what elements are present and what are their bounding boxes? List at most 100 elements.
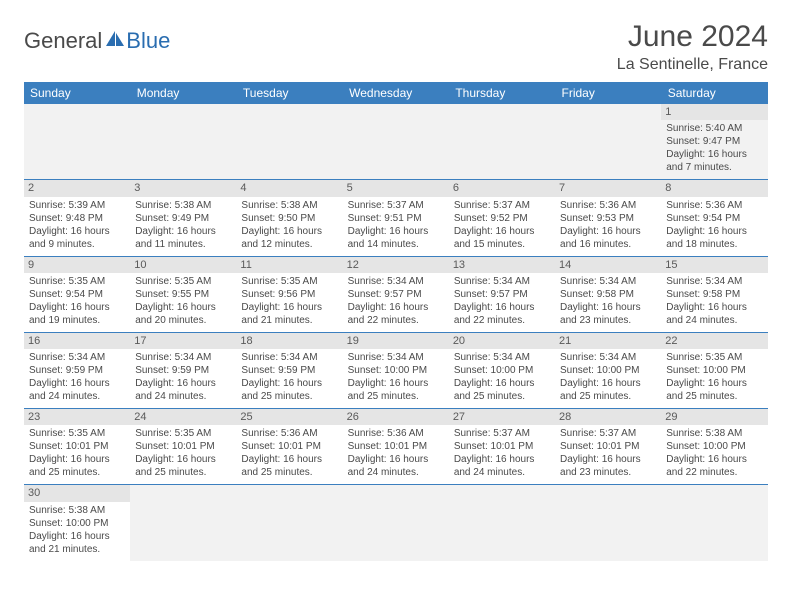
day-number: 20 <box>449 333 555 349</box>
sunset-line: Sunset: 10:01 PM <box>29 440 125 453</box>
calendar-cell: 20Sunrise: 5:34 AMSunset: 10:00 PMDaylig… <box>449 332 555 408</box>
day-number: 17 <box>130 333 236 349</box>
header-row: Sunday Monday Tuesday Wednesday Thursday… <box>24 82 768 104</box>
calendar-cell: 26Sunrise: 5:36 AMSunset: 10:01 PMDaylig… <box>343 409 449 485</box>
daylight-line: Daylight: 16 hours and 25 minutes. <box>135 453 231 479</box>
sunrise-line: Sunrise: 5:34 AM <box>348 351 444 364</box>
calendar-row: ......1Sunrise: 5:40 AMSunset: 9:47 PMDa… <box>24 104 768 180</box>
daylight-line: Daylight: 16 hours and 15 minutes. <box>454 225 550 251</box>
sunset-line: Sunset: 9:54 PM <box>29 288 125 301</box>
day-number: 4 <box>236 180 342 196</box>
daylight-line: Daylight: 16 hours and 25 minutes. <box>29 453 125 479</box>
calendar-cell: 3Sunrise: 5:38 AMSunset: 9:49 PMDaylight… <box>130 180 236 256</box>
calendar-row: 16Sunrise: 5:34 AMSunset: 9:59 PMDayligh… <box>24 332 768 408</box>
calendar-cell: 25Sunrise: 5:36 AMSunset: 10:01 PMDaylig… <box>236 409 342 485</box>
daylight-line: Daylight: 16 hours and 18 minutes. <box>666 225 762 251</box>
day-number: 5 <box>343 180 449 196</box>
sunset-line: Sunset: 9:59 PM <box>29 364 125 377</box>
daylight-line: Daylight: 16 hours and 22 minutes. <box>666 453 762 479</box>
day-number: 30 <box>24 485 130 501</box>
sunset-line: Sunset: 10:01 PM <box>348 440 444 453</box>
calendar-cell: 29Sunrise: 5:38 AMSunset: 10:00 PMDaylig… <box>661 409 767 485</box>
daylight-line: Daylight: 16 hours and 21 minutes. <box>29 530 125 556</box>
day-number: 27 <box>449 409 555 425</box>
calendar-cell: 4Sunrise: 5:38 AMSunset: 9:50 PMDaylight… <box>236 180 342 256</box>
daylight-line: Daylight: 16 hours and 21 minutes. <box>241 301 337 327</box>
calendar-cell: 27Sunrise: 5:37 AMSunset: 10:01 PMDaylig… <box>449 409 555 485</box>
sunset-line: Sunset: 9:56 PM <box>241 288 337 301</box>
day-number: 12 <box>343 257 449 273</box>
sunset-line: Sunset: 10:00 PM <box>454 364 550 377</box>
day-number: 19 <box>343 333 449 349</box>
calendar-cell: 30 Sunrise: 5:38 AMSunset: 10:00 PMDaylig… <box>24 485 130 561</box>
day-number: 13 <box>449 257 555 273</box>
daylight-line: Daylight: 16 hours and 25 minutes. <box>560 377 656 403</box>
calendar-cell: 2Sunrise: 5:39 AMSunset: 9:48 PMDaylight… <box>24 180 130 256</box>
sunrise-line: Sunrise: 5:40 AM <box>666 122 762 135</box>
sunrise-line: Sunrise: 5:35 AM <box>135 427 231 440</box>
header: General Blue June 2024 La Sentinelle, Fr… <box>24 20 768 74</box>
day-number: 3 <box>130 180 236 196</box>
calendar-cell: 21Sunrise: 5:34 AMSunset: 10:00 PMDaylig… <box>555 332 661 408</box>
calendar-cell: . <box>236 104 342 180</box>
sunset-line: Sunset: 9:51 PM <box>348 212 444 225</box>
logo-text-general: General <box>24 28 102 54</box>
daylight-line: Daylight: 16 hours and 7 minutes. <box>666 148 762 174</box>
calendar-cell: 24Sunrise: 5:35 AMSunset: 10:01 PMDaylig… <box>130 409 236 485</box>
sunrise-line: Sunrise: 5:35 AM <box>29 427 125 440</box>
daylight-line: Daylight: 16 hours and 25 minutes. <box>241 377 337 403</box>
sunset-line: Sunset: 10:01 PM <box>135 440 231 453</box>
day-number: 14 <box>555 257 661 273</box>
logo: General Blue <box>24 20 170 54</box>
day-number: 9 <box>24 257 130 273</box>
calendar-cell: 6Sunrise: 5:37 AMSunset: 9:52 PMDaylight… <box>449 180 555 256</box>
calendar-table: Sunday Monday Tuesday Wednesday Thursday… <box>24 82 768 561</box>
sunrise-line: Sunrise: 5:38 AM <box>29 504 125 517</box>
daylight-line: Daylight: 16 hours and 20 minutes. <box>135 301 231 327</box>
sunset-line: Sunset: 9:55 PM <box>135 288 231 301</box>
calendar-cell <box>130 485 236 561</box>
calendar-row: 2Sunrise: 5:39 AMSunset: 9:48 PMDaylight… <box>24 180 768 256</box>
title-block: June 2024 La Sentinelle, France <box>617 20 768 74</box>
sunrise-line: Sunrise: 5:38 AM <box>241 199 337 212</box>
daylight-line: Daylight: 16 hours and 24 minutes. <box>666 301 762 327</box>
calendar-cell: 16 Sunrise: 5:34 AMSunset: 9:59 PMDayligh… <box>24 332 130 408</box>
daylight-line: Daylight: 16 hours and 23 minutes. <box>560 301 656 327</box>
calendar-cell: 14Sunrise: 5:34 AMSunset: 9:58 PMDayligh… <box>555 256 661 332</box>
col-wednesday: Wednesday <box>343 82 449 104</box>
daylight-line: Daylight: 16 hours and 14 minutes. <box>348 225 444 251</box>
daylight-line: Daylight: 16 hours and 25 minutes. <box>454 377 550 403</box>
sunset-line: Sunset: 10:00 PM <box>560 364 656 377</box>
calendar-cell <box>449 485 555 561</box>
day-number: 16 <box>24 333 130 349</box>
day-number: 15 <box>661 257 767 273</box>
sunrise-line: Sunrise: 5:34 AM <box>348 275 444 288</box>
calendar-cell: 17Sunrise: 5:34 AMSunset: 9:59 PMDayligh… <box>130 332 236 408</box>
sunset-line: Sunset: 10:01 PM <box>560 440 656 453</box>
sunset-line: Sunset: 9:57 PM <box>454 288 550 301</box>
sunrise-line: Sunrise: 5:35 AM <box>29 275 125 288</box>
daylight-line: Daylight: 16 hours and 11 minutes. <box>135 225 231 251</box>
sunrise-line: Sunrise: 5:35 AM <box>666 351 762 364</box>
sunset-line: Sunset: 9:53 PM <box>560 212 656 225</box>
sunrise-line: Sunrise: 5:34 AM <box>29 351 125 364</box>
col-sunday: Sunday <box>24 82 130 104</box>
sunrise-line: Sunrise: 5:36 AM <box>348 427 444 440</box>
calendar-cell: 7Sunrise: 5:36 AMSunset: 9:53 PMDaylight… <box>555 180 661 256</box>
daylight-line: Daylight: 16 hours and 16 minutes. <box>560 225 656 251</box>
col-monday: Monday <box>130 82 236 104</box>
sunset-line: Sunset: 9:49 PM <box>135 212 231 225</box>
daylight-line: Daylight: 16 hours and 24 minutes. <box>454 453 550 479</box>
calendar-row: 30 Sunrise: 5:38 AMSunset: 10:00 PMDaylig… <box>24 485 768 561</box>
calendar-cell: 8Sunrise: 5:36 AMSunset: 9:54 PMDaylight… <box>661 180 767 256</box>
calendar-cell: . <box>24 104 130 180</box>
daylight-line: Daylight: 16 hours and 12 minutes. <box>241 225 337 251</box>
sunset-line: Sunset: 10:00 PM <box>29 517 125 530</box>
sunrise-line: Sunrise: 5:38 AM <box>666 427 762 440</box>
daylight-line: Daylight: 16 hours and 24 minutes. <box>29 377 125 403</box>
sunset-line: Sunset: 10:00 PM <box>666 364 762 377</box>
calendar-row: 23Sunrise: 5:35 AMSunset: 10:01 PMDaylig… <box>24 409 768 485</box>
calendar-cell: 5Sunrise: 5:37 AMSunset: 9:51 PMDaylight… <box>343 180 449 256</box>
calendar-cell: 22Sunrise: 5:35 AMSunset: 10:00 PMDaylig… <box>661 332 767 408</box>
sunset-line: Sunset: 9:47 PM <box>666 135 762 148</box>
